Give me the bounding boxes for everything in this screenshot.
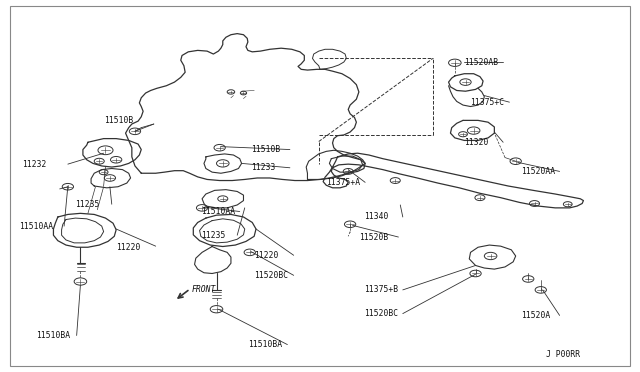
Text: 11233: 11233: [251, 163, 275, 172]
Text: 11520BC: 11520BC: [364, 309, 398, 318]
Text: 11375+B: 11375+B: [364, 285, 398, 294]
Text: 11375+A: 11375+A: [326, 178, 360, 187]
Text: 11235: 11235: [201, 231, 225, 240]
Text: 11510AA: 11510AA: [19, 222, 53, 231]
Text: 11510AA: 11510AA: [201, 207, 235, 216]
Text: 11520B: 11520B: [359, 232, 388, 241]
Text: 11510BA: 11510BA: [36, 331, 70, 340]
Text: 11235: 11235: [76, 200, 100, 209]
Text: 11220: 11220: [254, 251, 278, 260]
Text: 11520AB: 11520AB: [464, 58, 499, 67]
Text: 11520AA: 11520AA: [521, 167, 555, 176]
Text: 11220: 11220: [116, 244, 141, 253]
Text: 11520BC: 11520BC: [254, 271, 288, 280]
Text: 11232: 11232: [22, 160, 47, 169]
Text: 11320: 11320: [464, 138, 488, 147]
Text: 11375+C: 11375+C: [470, 98, 505, 107]
Text: FRONT: FRONT: [191, 285, 216, 294]
Text: 11510B: 11510B: [251, 145, 280, 154]
Text: 11340: 11340: [364, 212, 388, 221]
Text: 11510B: 11510B: [104, 116, 133, 125]
Text: 11510BA: 11510BA: [248, 340, 282, 349]
Text: J P00RR: J P00RR: [546, 350, 580, 359]
Text: 11520A: 11520A: [521, 311, 550, 320]
